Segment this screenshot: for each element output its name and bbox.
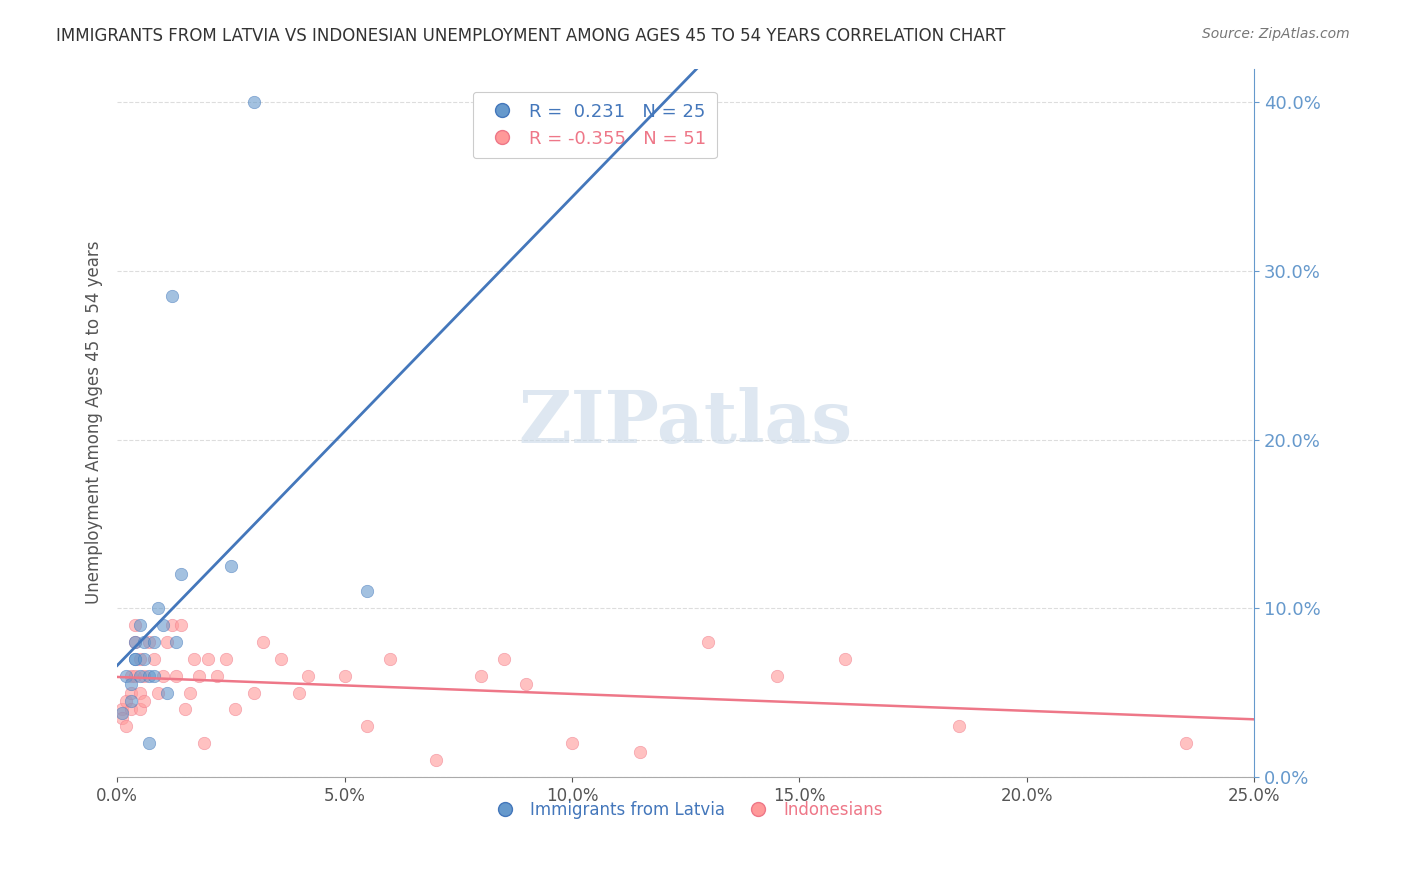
Point	[120, 694, 142, 708]
Point	[179, 685, 201, 699]
Point	[492, 652, 515, 666]
Point	[115, 694, 138, 708]
Point	[120, 685, 142, 699]
Point	[170, 618, 193, 632]
Point	[129, 685, 152, 699]
Point	[138, 668, 160, 682]
Point	[675, 95, 697, 110]
Point	[124, 618, 146, 632]
Point	[115, 668, 138, 682]
Point	[142, 635, 165, 649]
Point	[765, 668, 787, 682]
Point	[129, 668, 152, 682]
Text: Source: ZipAtlas.com: Source: ZipAtlas.com	[1202, 27, 1350, 41]
Point	[134, 694, 156, 708]
Point	[297, 668, 319, 682]
Point	[183, 652, 205, 666]
Point	[124, 652, 146, 666]
Point	[134, 635, 156, 649]
Point	[378, 652, 401, 666]
Point	[129, 618, 152, 632]
Point	[356, 719, 378, 733]
Point	[124, 635, 146, 649]
Point	[288, 685, 311, 699]
Point	[115, 719, 138, 733]
Point	[834, 652, 856, 666]
Point	[242, 95, 264, 110]
Point	[193, 736, 215, 750]
Point	[165, 668, 187, 682]
Text: ZIPatlas: ZIPatlas	[519, 387, 852, 458]
Point	[129, 652, 152, 666]
Point	[138, 635, 160, 649]
Point	[242, 685, 264, 699]
Point	[152, 668, 174, 682]
Point	[252, 635, 274, 649]
Point	[111, 706, 134, 720]
Point	[120, 668, 142, 682]
Point	[156, 685, 179, 699]
Point	[111, 711, 134, 725]
Point	[219, 559, 242, 574]
Point	[224, 702, 246, 716]
Point	[124, 652, 146, 666]
Point	[111, 702, 134, 716]
Point	[270, 652, 292, 666]
Point	[628, 745, 651, 759]
Point	[333, 668, 356, 682]
Point	[124, 668, 146, 682]
Point	[152, 618, 174, 632]
Point	[174, 702, 197, 716]
Point	[188, 668, 211, 682]
Point	[138, 736, 160, 750]
Point	[146, 601, 169, 615]
Point	[1174, 736, 1197, 750]
Point	[160, 618, 183, 632]
Point	[356, 584, 378, 599]
Point	[470, 668, 492, 682]
Point	[156, 635, 179, 649]
Point	[515, 677, 537, 691]
Point	[697, 635, 720, 649]
Point	[142, 652, 165, 666]
Point	[170, 567, 193, 582]
Point	[425, 753, 447, 767]
Text: IMMIGRANTS FROM LATVIA VS INDONESIAN UNEMPLOYMENT AMONG AGES 45 TO 54 YEARS CORR: IMMIGRANTS FROM LATVIA VS INDONESIAN UNE…	[56, 27, 1005, 45]
Y-axis label: Unemployment Among Ages 45 to 54 years: Unemployment Among Ages 45 to 54 years	[86, 241, 103, 605]
Point	[207, 668, 229, 682]
Point	[124, 635, 146, 649]
Point	[120, 677, 142, 691]
Point	[165, 635, 187, 649]
Point	[160, 289, 183, 303]
Point	[142, 668, 165, 682]
Point	[146, 685, 169, 699]
Point	[197, 652, 219, 666]
Point	[561, 736, 583, 750]
Point	[120, 702, 142, 716]
Legend: Immigrants from Latvia, Indonesians: Immigrants from Latvia, Indonesians	[482, 794, 890, 825]
Point	[215, 652, 238, 666]
Point	[134, 652, 156, 666]
Point	[948, 719, 970, 733]
Point	[129, 702, 152, 716]
Point	[134, 668, 156, 682]
